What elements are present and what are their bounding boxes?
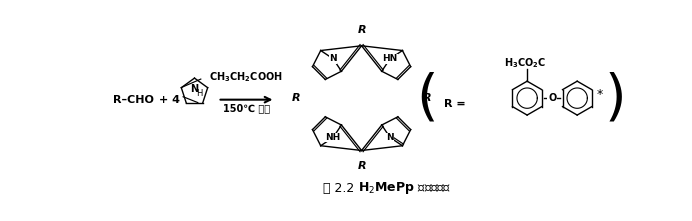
- Text: N: N: [386, 133, 394, 142]
- Text: O: O: [548, 93, 556, 103]
- Text: 图 2.2: 图 2.2: [323, 182, 354, 195]
- Text: R: R: [357, 25, 366, 35]
- Text: HN: HN: [383, 54, 398, 63]
- Text: R: R: [357, 161, 366, 171]
- Text: $\mathregular{CH_3CH_2COOH}$: $\mathregular{CH_3CH_2COOH}$: [209, 70, 283, 84]
- Text: 150℃ 回流: 150℃ 回流: [223, 103, 270, 114]
- Text: + 4: + 4: [159, 95, 180, 105]
- Text: R: R: [424, 93, 432, 103]
- Text: R =: R =: [444, 99, 466, 109]
- Text: $\mathregular{H_3CO_2C}$: $\mathregular{H_3CO_2C}$: [504, 57, 547, 70]
- Text: *: *: [597, 88, 603, 101]
- Text: ): ): [605, 71, 626, 125]
- Text: R–CHO: R–CHO: [113, 95, 154, 105]
- Text: H: H: [196, 89, 202, 98]
- Text: (: (: [416, 71, 438, 125]
- Text: NH: NH: [325, 133, 340, 142]
- Text: R: R: [291, 93, 300, 103]
- Text: H$_2$MePp 的合成路线: H$_2$MePp 的合成路线: [358, 180, 451, 196]
- Text: N: N: [190, 84, 199, 94]
- Text: N: N: [329, 54, 337, 63]
